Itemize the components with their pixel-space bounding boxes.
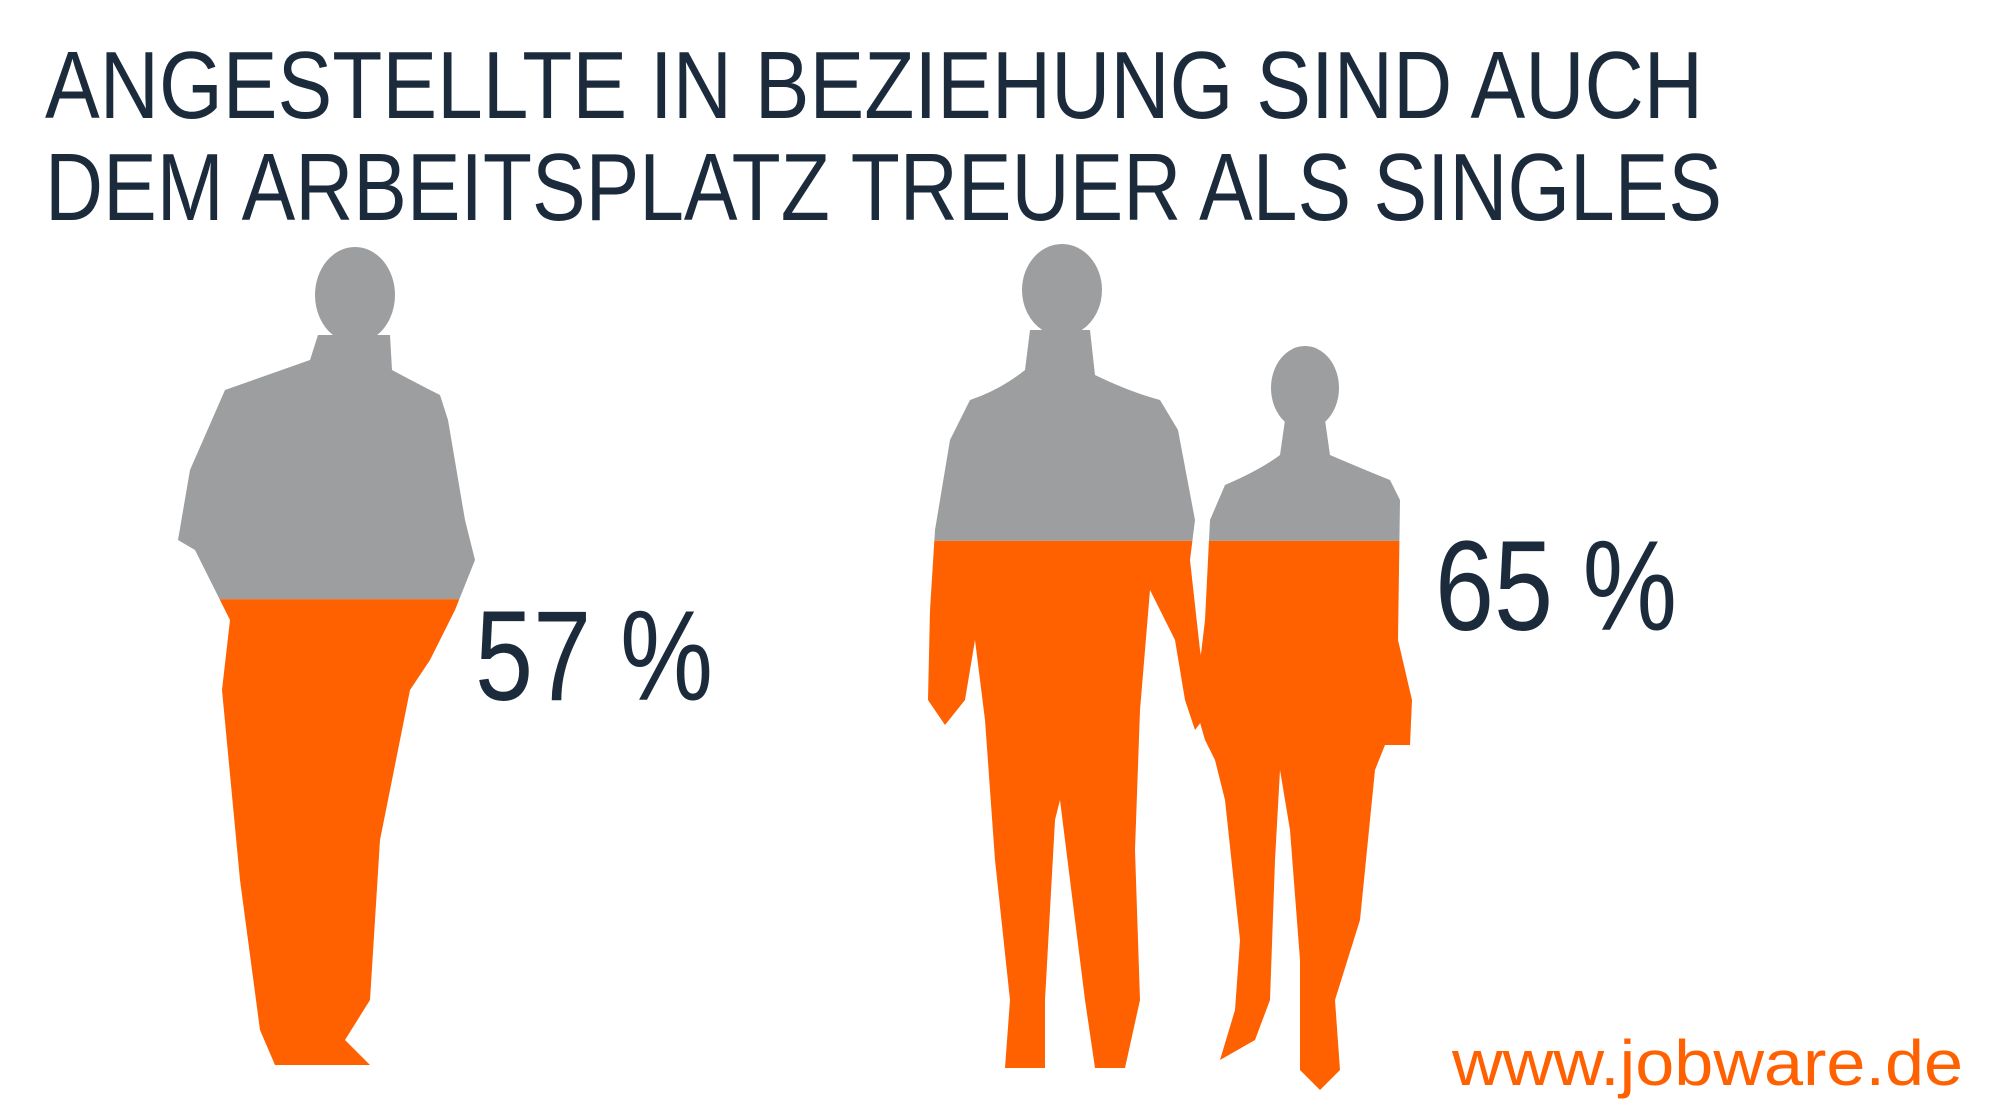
chart-title: DEM ARBEITSPLATZ TREUER ALS SINGLES [45, 134, 1722, 241]
figure-fill [928, 540, 1412, 1090]
figure-fill [178, 599, 475, 1065]
figure-background [928, 244, 1412, 541]
value-label: 65 % [1435, 515, 1677, 658]
source: www.jobware.de [1451, 1027, 1963, 1099]
chart-title: ANGESTELLTE IN BEZIEHUNG SIND AUCH [45, 32, 1703, 139]
figure-background [178, 247, 475, 600]
value-label: 57 % [475, 585, 713, 728]
